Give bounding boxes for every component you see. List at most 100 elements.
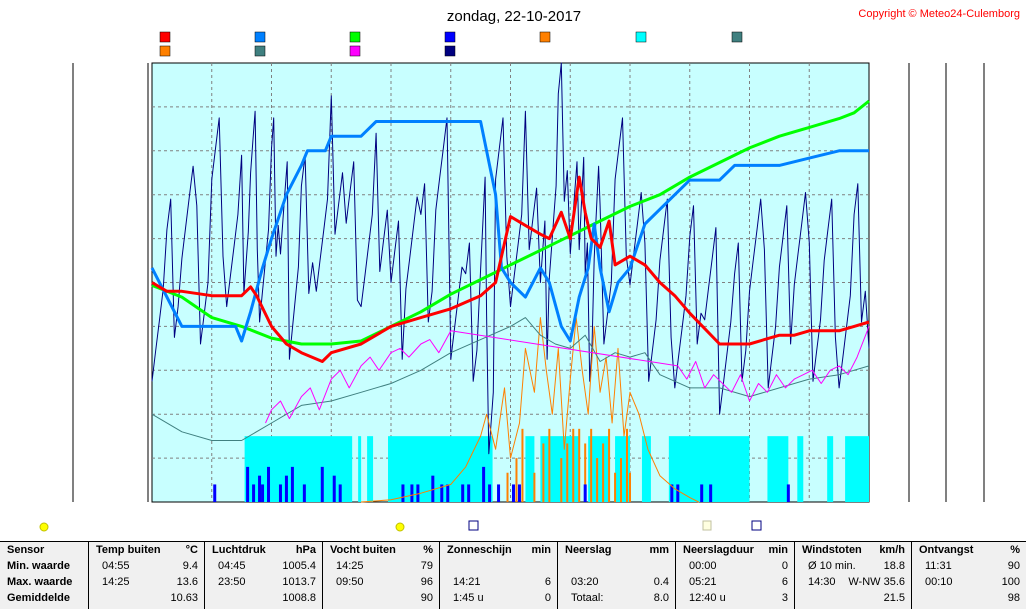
bar-neerslag xyxy=(709,484,713,502)
stats-time: 14:25 xyxy=(336,560,364,572)
bar-zonneschijn xyxy=(533,472,536,502)
stats-value: W-NW 35.6 xyxy=(848,576,905,588)
bar-zonneschijn xyxy=(572,428,575,502)
stats-time: 14:21 xyxy=(453,576,481,588)
stats-row: 1:45 u 0 xyxy=(440,592,557,607)
legend-swatch xyxy=(444,31,456,43)
stats-block-dewpoint: Ontvangst% 11:31 90 00:10 100 98 xyxy=(912,542,1026,609)
stats-unit: hPa xyxy=(295,544,316,556)
bar-zonneschijn xyxy=(584,443,587,502)
stats-time: 04:45 xyxy=(218,560,246,572)
legend-swatch xyxy=(444,45,456,57)
bar-neerslag xyxy=(467,484,471,502)
stats-row: Max. waarde xyxy=(0,576,88,591)
bar-neerslag xyxy=(440,484,444,502)
bar-neerslagduur xyxy=(797,436,804,502)
stats-header-row: Luchtdruk hPa xyxy=(205,544,322,559)
sunset-icon xyxy=(702,520,712,531)
stats-row: 05:21 6 xyxy=(676,576,794,591)
stats-block-humidity: Vocht buiten% 14:25 79 09:50 96 90 xyxy=(323,542,440,609)
bar-neerslag xyxy=(261,484,265,502)
sunrise-icon xyxy=(395,522,405,532)
stats-title: Sensor xyxy=(7,544,45,556)
stats-value: 10.63 xyxy=(170,592,198,604)
stats-title: Vocht buiten xyxy=(330,544,396,556)
stats-row-label: Min. waarde xyxy=(7,560,70,572)
stats-row: Ø 10 min. 18.8 xyxy=(795,560,911,575)
bar-zonneschijn xyxy=(578,428,581,502)
bar-zonneschijn xyxy=(620,458,623,502)
legend-swatch xyxy=(539,31,551,43)
bar-neerslag xyxy=(517,484,521,502)
stats-header-row: Windstoten km/h xyxy=(795,544,911,559)
stats-time: 04:55 xyxy=(102,560,130,572)
bar-neerslag xyxy=(416,484,420,502)
legend-swatch xyxy=(159,31,171,43)
bar-neerslag xyxy=(401,484,405,502)
stats-row: Totaal: 8.0 xyxy=(558,592,675,607)
legend-swatch xyxy=(635,31,647,43)
stats-block-sensor: Sensor Min. waarde Max. waarde Gemiddelde xyxy=(0,542,89,609)
stats-title: Neerslag xyxy=(565,544,612,556)
stats-time: 03:20 xyxy=(571,576,599,588)
stats-block-sunshine: Zonneschijn min 14:21 6 1:45 u 0 xyxy=(440,542,558,609)
bar-zonneschijn xyxy=(608,428,611,502)
stats-row: 14:30 W-NW 35.6 xyxy=(795,576,911,591)
stats-row: 90 xyxy=(323,592,439,607)
stats-row: 11:31 90 xyxy=(912,560,1026,575)
stats-time: 14:30 xyxy=(808,576,836,588)
lines-layer xyxy=(150,62,870,503)
axes-layer xyxy=(72,63,985,502)
bar-neerslag xyxy=(786,484,790,502)
stats-time: 00:00 xyxy=(689,560,717,572)
stats-block-wind: Windstoten km/h Ø 10 min. 18.8 14:30 W-NW 35.… xyxy=(795,542,912,609)
stats-time: 11:31 xyxy=(925,560,952,572)
stats-time: 05:21 xyxy=(689,576,717,588)
stats-value: 18.8 xyxy=(883,560,905,572)
stats-value: 3 xyxy=(781,592,788,604)
stats-value: 1013.7 xyxy=(282,576,316,588)
bar-neerslag xyxy=(461,484,465,502)
bar-neerslag xyxy=(446,484,450,502)
stats-block-rain: Neerslag mm 03:20 0.4 Totaal: 8.0 xyxy=(558,542,676,609)
stats-header-row: Sensor xyxy=(0,544,88,559)
legend-swatch xyxy=(349,31,361,43)
stats-row: 12:40 u 3 xyxy=(676,592,794,607)
stats-value: 9.4 xyxy=(182,560,198,572)
stats-time: Ø 10 min. xyxy=(808,560,856,572)
legend xyxy=(159,31,743,57)
bar-zonneschijn xyxy=(590,428,593,502)
bar-zonneschijn xyxy=(515,458,518,502)
stats-time: 12:40 u xyxy=(689,592,726,604)
legend-swatch xyxy=(731,31,743,43)
bar-neerslagduur xyxy=(367,436,374,502)
bar-zonneschijn xyxy=(542,443,545,502)
bar-neerslag xyxy=(246,466,250,502)
stats-title: Neerslagduur xyxy=(683,544,754,556)
bar-neerslag xyxy=(278,484,282,502)
bar-neerslag xyxy=(252,484,256,502)
stats-unit: °C xyxy=(185,544,198,556)
stats-value: 1005.4 xyxy=(282,560,316,572)
bar-zonneschijn xyxy=(626,428,629,502)
stats-value: 96 xyxy=(420,576,433,588)
weather-chart: zondag, 22-10-2017 Copyright © Meteo24-C… xyxy=(39,8,1020,532)
bar-neerslag xyxy=(482,466,486,502)
stats-header-row: Temp buiten °C xyxy=(89,544,204,559)
bar-zonneschijn xyxy=(548,428,551,502)
moonset-icon xyxy=(751,520,762,531)
bar-neerslag xyxy=(213,484,217,502)
stats-time: 14:25 xyxy=(102,576,130,588)
stats-time: 09:50 xyxy=(336,576,364,588)
bar-neerslagduur xyxy=(767,436,789,502)
stats-unit: min xyxy=(531,544,551,556)
stats-row: 03:20 0.4 xyxy=(558,576,675,591)
stats-header-row: Ontvangst% xyxy=(912,544,1026,559)
stats-value: 79 xyxy=(420,560,433,572)
bar-neerslag xyxy=(583,484,587,502)
stats-value: 6 xyxy=(544,576,551,588)
sun-icon xyxy=(39,522,49,532)
bar-neerslag xyxy=(511,484,515,502)
stats-header-row: Zonneschijn min xyxy=(440,544,557,559)
bar-zonneschijn xyxy=(614,472,617,502)
